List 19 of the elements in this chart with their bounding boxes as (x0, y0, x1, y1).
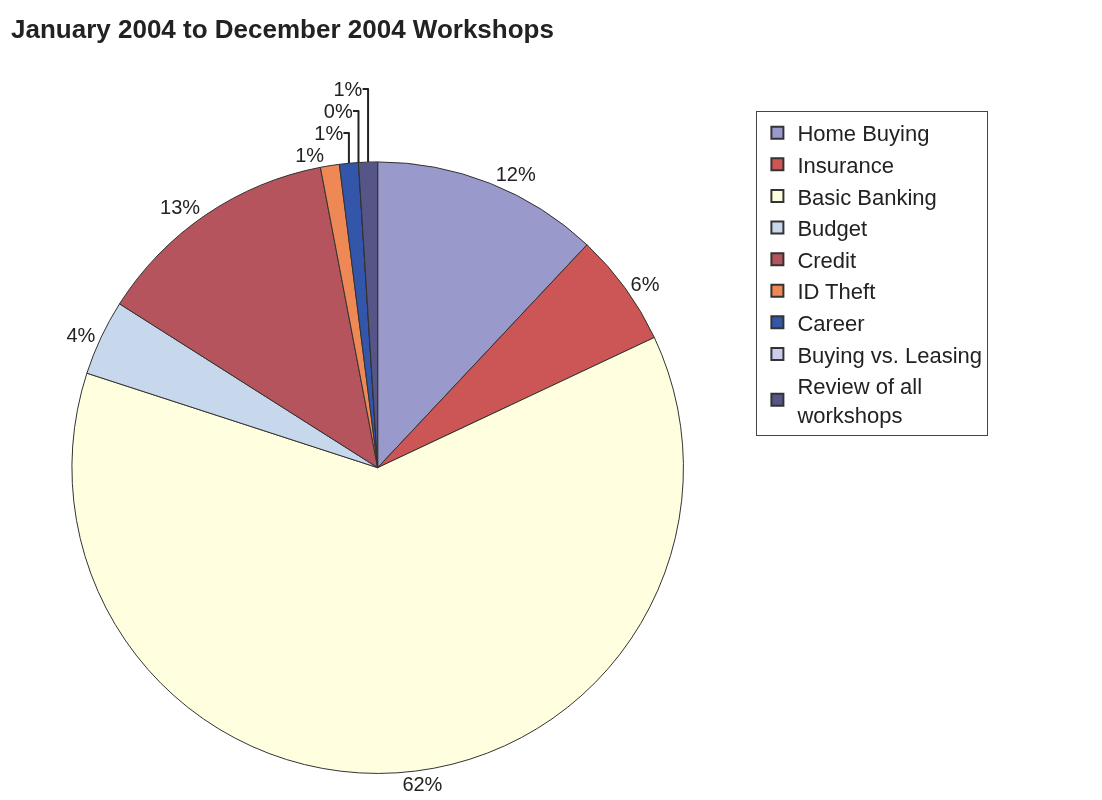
data-label: 13% (160, 196, 201, 219)
data-label: 1% (333, 77, 363, 100)
legend-label: Buying vs. Leasing (797, 342, 983, 368)
data-label: 62% (402, 772, 443, 795)
legend-label: Credit (797, 247, 857, 273)
legend-label: Home Buying (797, 121, 930, 147)
legend-label: Review of all workshops (796, 374, 923, 428)
data-label: 4% (66, 324, 96, 347)
data-label: 12% (495, 162, 536, 185)
text: 0% (323, 99, 353, 122)
chart-title: January 2004 to December 2004 Workshops (11, 14, 554, 45)
data-label: 1% (314, 121, 344, 144)
legend-label: Budget (797, 216, 868, 242)
legend-label: Insurance (797, 152, 895, 178)
data-label: 6% (630, 273, 660, 296)
data-label: 1% (295, 143, 325, 166)
legend-label: ID Theft (797, 279, 876, 305)
legend-label: Career (797, 310, 865, 336)
legend-label: Basic Banking (797, 184, 937, 210)
